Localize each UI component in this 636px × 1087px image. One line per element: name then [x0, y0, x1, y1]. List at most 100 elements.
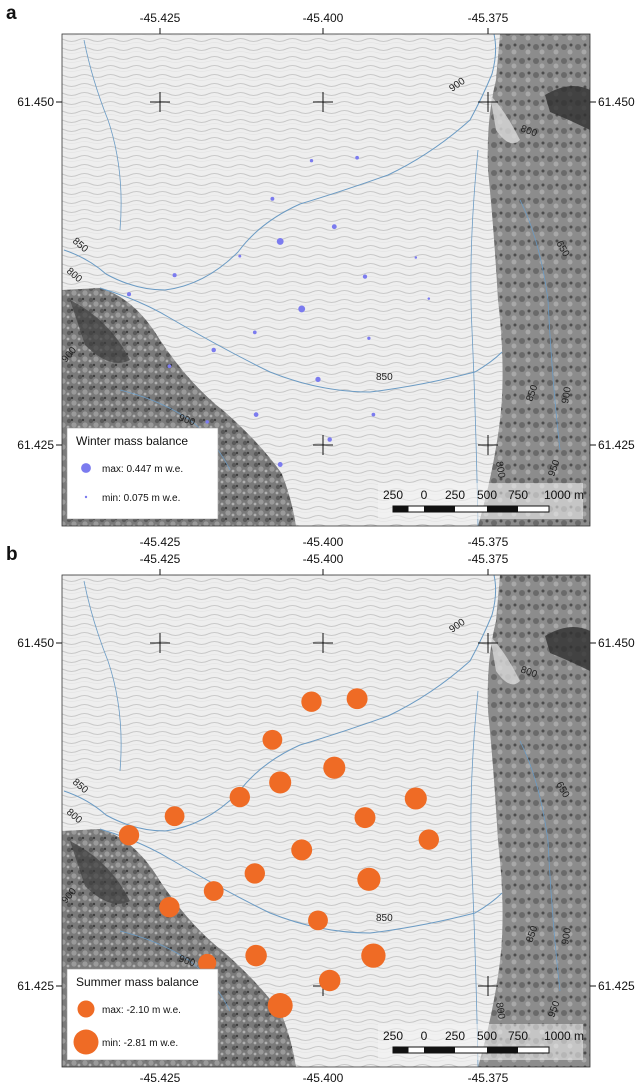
- mass-balance-point: [126, 292, 132, 297]
- mass-balance-point: [362, 274, 368, 279]
- left-latitude-label: 61.450: [17, 636, 54, 650]
- mass-balance-point: [367, 336, 371, 340]
- scale-bar: 250 0 250 500 750 1000 m: [378, 483, 584, 519]
- mass-balance-point: [301, 691, 322, 712]
- mass-balance-point: [357, 867, 381, 891]
- bottom-longitude-label: -45.400: [303, 1071, 344, 1085]
- mass-balance-point: [244, 863, 265, 884]
- bottom-longitude-label: -45.425: [140, 535, 181, 549]
- legend-title: Winter mass balance: [76, 434, 188, 448]
- satellite-image: [62, 34, 590, 526]
- mass-balance-point: [277, 462, 283, 467]
- mass-balance-point: [404, 787, 427, 810]
- scale-label: 1000 m: [544, 1029, 584, 1043]
- top-longitude-label: -45.375: [468, 552, 509, 566]
- mass-balance-point: [198, 953, 217, 972]
- panel-b: b 900 800 850 650: [6, 544, 635, 1085]
- mass-balance-point: [262, 729, 283, 750]
- legend-min-symbol: [73, 1029, 99, 1055]
- contour-label: 800: [493, 461, 507, 480]
- map-frame: [61, 574, 591, 1068]
- mass-balance-point: [238, 254, 242, 258]
- mass-balance-point: [371, 412, 376, 417]
- top-longitude-label: -45.400: [303, 552, 344, 566]
- top-longitude-label: -45.375: [468, 11, 509, 25]
- panel-label: b: [6, 544, 18, 565]
- legend-max-label: max: -2.10 m w.e.: [102, 1005, 181, 1016]
- mass-balance-point: [211, 347, 216, 353]
- right-latitude-label: 61.425: [598, 979, 635, 993]
- mass-balance-point: [167, 364, 172, 369]
- mass-balance-point: [323, 756, 346, 779]
- bottom-longitude-label: -45.425: [140, 1071, 181, 1085]
- data-points: [126, 155, 431, 467]
- legend-min-label: min: -2.81 m w.e.: [102, 1038, 178, 1049]
- panel-a: a 900 800: [6, 3, 635, 549]
- legend: Winter mass balance max: 0.447 m w.e. mi…: [66, 427, 219, 520]
- grid-crosses: [150, 92, 498, 455]
- scale-label: 250: [445, 1029, 465, 1043]
- contour-label: 900: [560, 927, 574, 946]
- legend-symbols: [73, 1000, 99, 1055]
- mass-balance-point: [354, 807, 376, 829]
- mass-balance-point: [229, 786, 250, 808]
- data-points: [118, 688, 439, 1018]
- right-latitude-label: 61.450: [598, 95, 635, 109]
- legend: Summer mass balance max: -2.10 m w.e. mi…: [66, 968, 219, 1061]
- map-frame: [61, 33, 591, 527]
- mass-balance-point: [315, 376, 321, 383]
- mass-balance-point: [269, 771, 292, 794]
- mass-balance-point: [308, 910, 328, 931]
- mass-balance-point: [245, 944, 267, 967]
- mass-balance-point: [318, 969, 341, 992]
- scale-label: 250: [383, 488, 403, 502]
- mass-balance-point: [172, 273, 177, 278]
- mass-balance-point: [118, 825, 140, 846]
- legend-title: Summer mass balance: [76, 975, 199, 989]
- contour-label: 850: [376, 372, 393, 383]
- mass-balance-point: [203, 881, 224, 901]
- axis-ticks: [56, 28, 596, 446]
- mass-balance-point: [291, 839, 313, 861]
- legend-max-label: max: 0.447 m w.e.: [102, 464, 183, 475]
- mass-balance-point: [327, 437, 332, 442]
- scale-label: 250: [445, 488, 465, 502]
- bottom-longitude-label: -45.375: [468, 1071, 509, 1085]
- bottom-longitude-label: -45.400: [303, 535, 344, 549]
- contour-label: 900: [560, 386, 574, 405]
- panel-label: a: [6, 3, 17, 24]
- scale-label: 750: [508, 488, 528, 502]
- mass-balance-point: [159, 897, 180, 918]
- legend-max-symbol: [81, 463, 91, 473]
- bottom-longitude-label: -45.375: [468, 535, 509, 549]
- left-latitude-label: 61.425: [17, 438, 54, 452]
- mass-balance-point: [276, 237, 284, 245]
- mass-balance-point: [253, 412, 259, 417]
- mass-balance-point: [309, 159, 314, 163]
- mass-balance-point: [418, 829, 439, 850]
- scale-label: 500: [477, 1029, 497, 1043]
- scale-label: 0: [421, 488, 428, 502]
- scale-label: 500: [477, 488, 497, 502]
- left-latitude-label: 61.425: [17, 979, 54, 993]
- mass-balance-point: [427, 297, 431, 300]
- mass-balance-point: [361, 943, 386, 968]
- scale-label: 250: [383, 1029, 403, 1043]
- mass-balance-point: [346, 688, 368, 710]
- left-latitude-label: 61.450: [17, 95, 54, 109]
- scale-bar: 250 0 250 500 750 1000 m: [378, 1024, 584, 1060]
- top-longitude-label: -45.400: [303, 11, 344, 25]
- mass-balance-point: [205, 420, 209, 424]
- mass-balance-point: [270, 196, 275, 201]
- scale-label: 1000 m: [544, 488, 584, 502]
- contour-label: 800: [493, 1002, 507, 1021]
- contour-labels: 900 800 850 650 850 800 900 900 850 900 …: [60, 617, 574, 1021]
- mass-balance-point: [355, 155, 359, 160]
- contour-label: 850: [376, 913, 393, 924]
- scale-label: 0: [421, 1029, 428, 1043]
- mass-balance-point: [267, 993, 293, 1018]
- mass-balance-point: [414, 256, 418, 259]
- scale-label: 750: [508, 1029, 528, 1043]
- right-latitude-label: 61.425: [598, 438, 635, 452]
